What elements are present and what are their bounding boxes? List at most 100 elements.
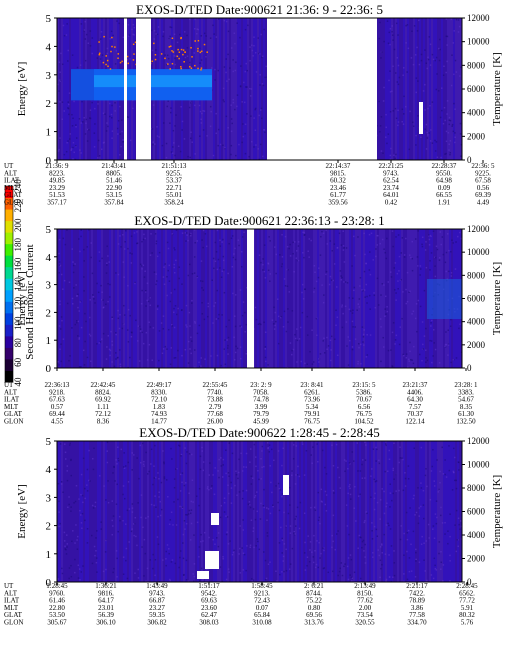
spectrogram-speckle — [166, 544, 169, 546]
spectrogram-speckle — [166, 241, 169, 244]
spectrogram-speckle — [417, 115, 419, 117]
spectrogram-speckle — [135, 535, 137, 538]
spectrogram-speckle — [447, 132, 450, 134]
spectrogram-speckle — [459, 528, 461, 530]
spectrogram-speckle — [110, 30, 113, 33]
spectrogram-streak — [403, 441, 405, 582]
spectrogram-speckle — [115, 503, 118, 505]
row-label: MLT — [4, 184, 19, 192]
spectrogram-speckle — [65, 548, 67, 551]
spectrogram-streak — [103, 441, 105, 582]
spectrogram-speckle — [251, 44, 253, 46]
spectrogram-speckle — [146, 567, 149, 570]
spectrogram-speckle — [388, 576, 391, 578]
spectrogram-speckle — [402, 458, 404, 461]
spectrogram-speckle — [417, 522, 420, 525]
spectrogram-speckle — [402, 291, 404, 293]
spectrogram-speckle — [107, 283, 109, 285]
spectrogram-speckle — [460, 351, 462, 354]
spectrogram-speckle — [169, 363, 172, 366]
spectrogram-speckle — [201, 313, 204, 315]
colorbar-segment — [5, 347, 13, 360]
spectrogram-speckle — [290, 474, 293, 477]
table-cell: 358.24 — [164, 199, 184, 207]
spectrogram-speckle — [217, 532, 220, 534]
spectrogram-speckle — [171, 458, 173, 460]
spectrogram-speckle — [166, 105, 169, 108]
spectrogram-streak — [379, 229, 381, 368]
spectrogram-speckle — [86, 246, 88, 248]
spectrogram-speckle — [170, 151, 173, 153]
spectrogram-speckle — [189, 348, 191, 350]
spectrogram-speckle — [222, 476, 224, 478]
spectrogram-speckle — [422, 489, 425, 492]
spectrogram-speckle — [447, 354, 449, 356]
spectrogram-speckle — [350, 576, 353, 579]
spectrogram-speckle — [337, 530, 339, 532]
spectrogram-speckle — [289, 255, 292, 257]
spectrogram-speckle — [74, 500, 77, 503]
spectrogram-speckle — [270, 481, 272, 484]
spectrogram-speckle — [400, 278, 402, 281]
spectrogram-streak — [399, 18, 401, 160]
y-tick-label: 5 — [46, 224, 52, 236]
spectrogram-streak — [239, 441, 241, 582]
spectrogram-streak — [283, 441, 285, 582]
spectrogram-speckle — [211, 279, 213, 281]
spectrogram-speckle — [109, 296, 111, 298]
spectrogram-speckle — [145, 331, 148, 334]
spectrogram-speckle — [122, 519, 124, 522]
spectrogram-speckle — [373, 294, 376, 297]
spectrogram-speckle — [449, 153, 451, 156]
spectrogram-speckle — [131, 528, 133, 530]
spectrogram-speckle — [321, 230, 323, 233]
spectrogram-streak — [361, 229, 363, 368]
spectrogram-speckle — [72, 264, 75, 267]
spectrogram-speckle — [227, 272, 229, 275]
y-tick-label: 0 — [46, 577, 52, 589]
spectrogram-streak — [179, 229, 181, 368]
spectrogram-speckle — [66, 470, 69, 472]
spectrogram-speckle — [187, 155, 189, 158]
spectrogram-speckle — [355, 520, 357, 522]
spectrogram-speckle — [201, 112, 203, 115]
spectrogram-speckle — [306, 334, 309, 336]
spectrogram-streak — [243, 229, 245, 368]
spectrogram-streak — [231, 18, 233, 160]
spectrogram-speckle — [373, 478, 375, 481]
spectrogram-speckle — [115, 358, 117, 360]
speckle-orange — [121, 60, 123, 63]
spectrogram-speckle — [232, 101, 235, 104]
spectrogram-speckle — [325, 273, 327, 276]
spectrogram-speckle — [127, 247, 129, 250]
spectrogram-speckle — [398, 343, 401, 346]
spectrogram-speckle — [353, 289, 355, 292]
spectrogram-speckle — [193, 534, 195, 536]
spectrogram-speckle — [397, 124, 399, 127]
spectrogram-speckle — [77, 293, 79, 296]
spectrogram-speckle — [259, 518, 262, 520]
spectrogram-speckle — [264, 346, 267, 348]
spectrogram-speckle — [450, 84, 453, 87]
spectrogram-speckle — [288, 247, 290, 250]
spectrogram-speckle — [165, 558, 167, 560]
spectrogram-speckle — [163, 462, 165, 465]
spectrogram-speckle — [61, 319, 63, 322]
spectrogram-speckle — [219, 566, 222, 568]
spectrogram-speckle — [453, 30, 455, 32]
spectrogram-speckle — [435, 141, 438, 143]
spectrogram-speckle — [184, 232, 187, 234]
spectrogram-speckle — [125, 559, 127, 562]
spectrogram-streak — [307, 229, 309, 368]
spectrogram-speckle — [375, 255, 377, 258]
spectrogram-speckle — [221, 580, 224, 582]
spectrogram-streak — [401, 18, 403, 160]
spectrogram-speckle — [154, 476, 157, 479]
spectrogram-speckle — [111, 344, 114, 346]
spectrogram-speckle — [123, 323, 125, 325]
spectrogram-speckle — [313, 506, 316, 509]
spectrogram-speckle — [454, 141, 456, 144]
spectrogram-streak — [241, 229, 243, 368]
table-cell: 2:13:49 — [354, 582, 376, 590]
spectrogram-speckle — [70, 564, 72, 567]
